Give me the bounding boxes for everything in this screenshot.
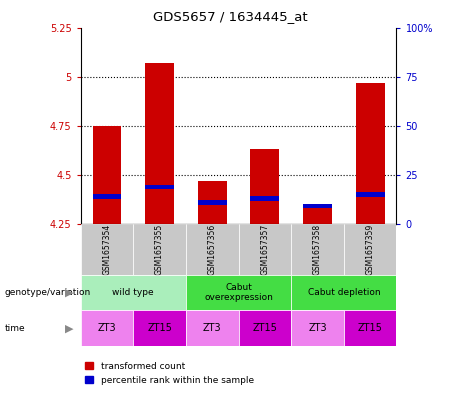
Text: ▶: ▶ (65, 323, 73, 333)
Text: Cabut depletion: Cabut depletion (307, 288, 380, 297)
Text: ▶: ▶ (65, 288, 73, 298)
Text: GSM1657358: GSM1657358 (313, 224, 322, 275)
Bar (186, 224, 239, 275)
Bar (303, 204, 332, 209)
Bar (239, 224, 291, 275)
Text: genotype/variation: genotype/variation (5, 288, 91, 297)
Bar (198, 200, 227, 204)
Text: GSM1657355: GSM1657355 (155, 224, 164, 275)
Text: wild type: wild type (112, 288, 154, 297)
Text: GSM1657356: GSM1657356 (208, 224, 217, 275)
Bar (145, 63, 174, 224)
Bar (250, 196, 279, 201)
Text: GSM1657354: GSM1657354 (102, 224, 112, 275)
Bar (133, 224, 186, 275)
Bar (81, 224, 133, 275)
Bar (356, 83, 384, 224)
Text: ZT3: ZT3 (98, 323, 116, 333)
Text: ZT15: ZT15 (358, 323, 383, 333)
Text: Cabut
overexpression: Cabut overexpression (204, 283, 273, 303)
Text: GSM1657357: GSM1657357 (260, 224, 269, 275)
Bar (344, 224, 396, 275)
Bar (133, 310, 186, 346)
Bar (291, 275, 396, 310)
Bar (291, 224, 344, 275)
Text: ZT3: ZT3 (308, 323, 327, 333)
Bar (198, 181, 227, 224)
Bar (291, 310, 344, 346)
Bar (186, 275, 291, 310)
Legend: transformed count, percentile rank within the sample: transformed count, percentile rank withi… (85, 362, 254, 385)
Bar (81, 275, 186, 310)
Bar (344, 310, 396, 346)
Bar (93, 194, 121, 199)
Text: ZT15: ZT15 (147, 323, 172, 333)
Bar (145, 184, 174, 189)
Bar (303, 204, 332, 224)
Text: GDS5657 / 1634445_at: GDS5657 / 1634445_at (153, 10, 308, 23)
Text: ZT15: ZT15 (253, 323, 278, 333)
Bar (239, 310, 291, 346)
Bar (186, 310, 239, 346)
Text: ZT3: ZT3 (203, 323, 222, 333)
Bar (356, 192, 384, 196)
Text: GSM1657359: GSM1657359 (366, 224, 375, 275)
Bar (250, 149, 279, 224)
Bar (93, 126, 121, 224)
Bar (81, 310, 133, 346)
Text: time: time (5, 324, 25, 332)
